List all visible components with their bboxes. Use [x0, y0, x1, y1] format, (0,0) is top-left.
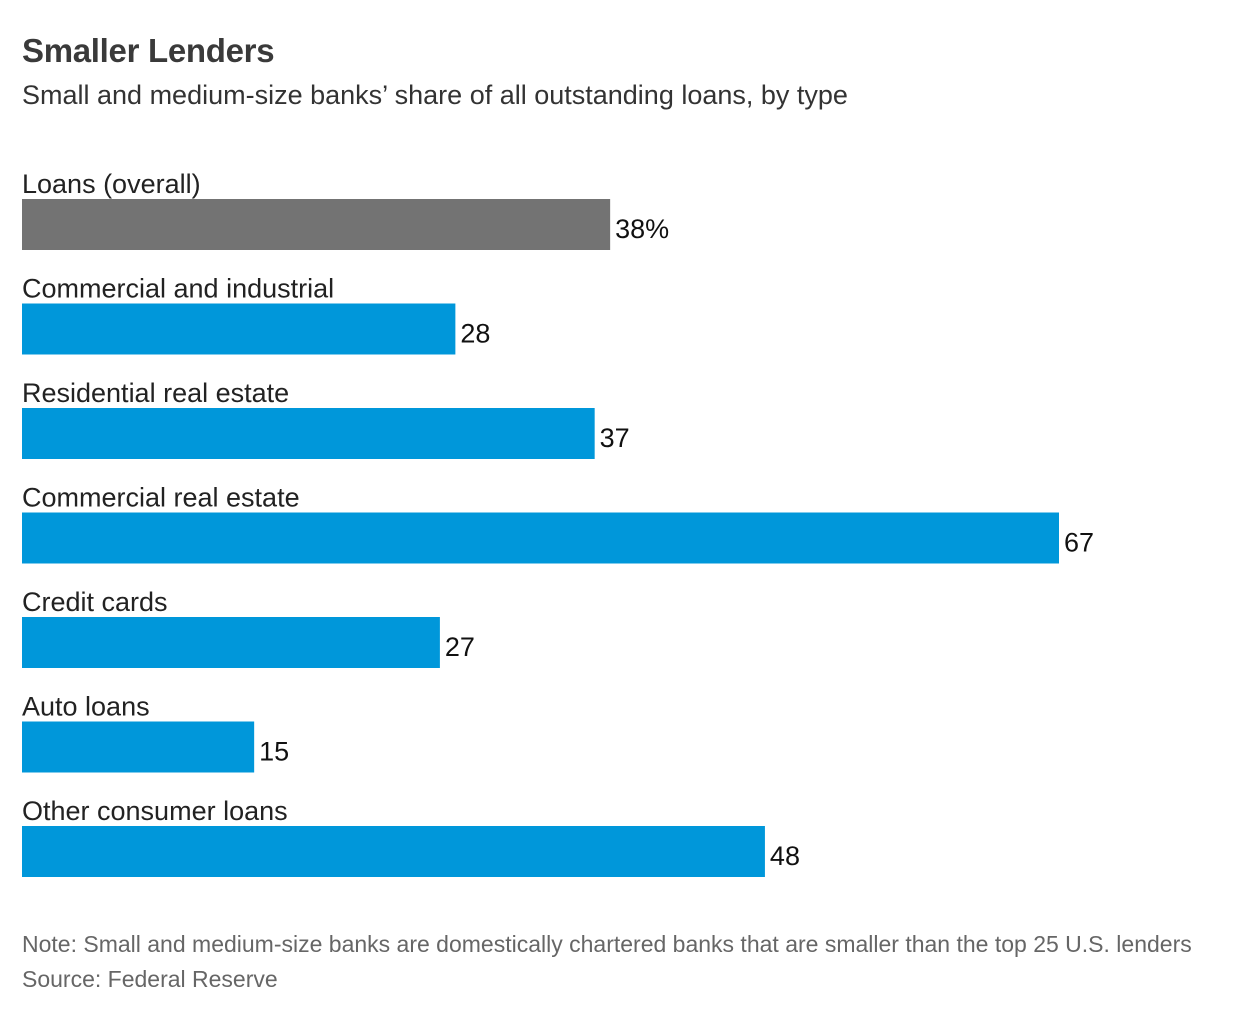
value-label-other-consumer-loans: 48	[770, 841, 800, 871]
chart-title: Smaller Lenders	[22, 32, 275, 69]
value-label-commercial-and-industrial: 28	[460, 319, 490, 349]
category-label-other-consumer-loans: Other consumer loans	[22, 796, 288, 826]
value-label-credit-cards: 27	[445, 632, 475, 662]
category-label-residential-real-estate: Residential real estate	[22, 378, 289, 408]
chart-note: Note: Small and medium-size banks are do…	[22, 931, 1192, 957]
value-label-residential-real-estate: 37	[600, 423, 630, 453]
value-label-loans-overall: 38%	[615, 214, 669, 244]
bar-auto-loans	[22, 721, 255, 773]
category-label-auto-loans: Auto loans	[22, 692, 150, 722]
bar-loans-overall	[22, 199, 611, 250]
bar-commercial-and-industrial	[22, 303, 456, 355]
category-label-commercial-and-industrial: Commercial and industrial	[22, 274, 334, 304]
value-label-commercial-real-estate: 67	[1064, 528, 1094, 558]
category-label-credit-cards: Credit cards	[22, 587, 168, 617]
category-label-commercial-real-estate: Commercial real estate	[22, 483, 300, 513]
bar-credit-cards	[22, 617, 440, 668]
chart-source: Source: Federal Reserve	[22, 966, 278, 992]
category-label-loans-overall: Loans (overall)	[22, 169, 201, 199]
chart-subtitle: Small and medium-size banks’ share of al…	[22, 80, 848, 110]
chart-footer: Note: Small and medium-size banks are do…	[22, 927, 1222, 997]
value-label-auto-loans: 15	[259, 737, 289, 767]
bar-commercial-real-estate	[22, 512, 1059, 564]
bar-other-consumer-loans	[22, 826, 765, 877]
bar-residential-real-estate	[22, 408, 595, 459]
